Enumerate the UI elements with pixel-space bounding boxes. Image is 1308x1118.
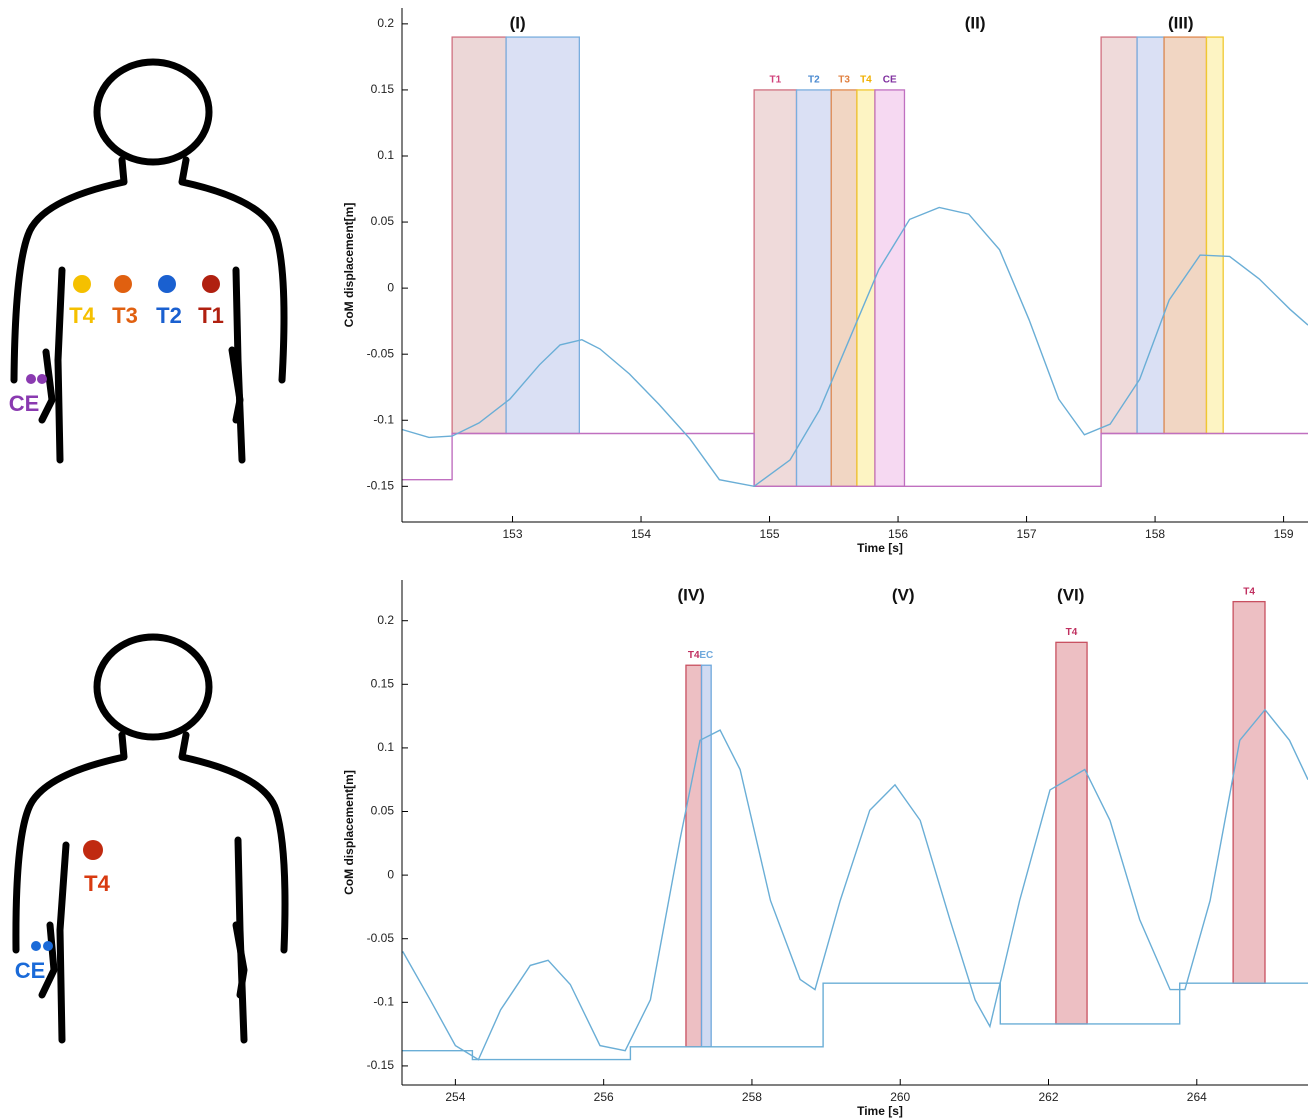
electrode-label: T4 <box>69 303 95 328</box>
y-tick-label: 0.15 <box>371 676 395 690</box>
stimulus-box <box>856 89 876 487</box>
stimulus-box <box>505 36 580 435</box>
y-tick-label: 0.1 <box>377 740 394 754</box>
box-label: CE <box>883 75 897 86</box>
series-line <box>402 708 1308 1061</box>
y-tick-label: -0.15 <box>367 478 395 492</box>
electrode <box>83 840 103 860</box>
y-axis-label: CoM displacement[m] <box>342 770 356 895</box>
electrode-label: T2 <box>156 303 182 328</box>
x-tick-label: 262 <box>1038 1090 1058 1104</box>
annotation: (IV) <box>677 585 704 604</box>
x-tick-label: 260 <box>890 1090 910 1104</box>
stimulus-box <box>753 89 798 487</box>
stimulus-box <box>874 89 906 487</box>
x-tick-label: 156 <box>888 527 908 541</box>
x-axis-label: Time [s] <box>857 541 903 555</box>
y-tick-label: -0.1 <box>373 994 394 1008</box>
stimulus-box <box>451 36 507 435</box>
stimulus-box <box>1232 600 1266 984</box>
y-tick-label: 0.2 <box>377 16 394 30</box>
reference-electrode <box>26 374 36 384</box>
box-label: T3 <box>838 75 850 86</box>
box-label: T4 <box>688 650 700 661</box>
y-tick-label: 0.1 <box>377 148 394 162</box>
stimulus-box <box>1100 36 1138 435</box>
reference-label: CE <box>15 958 46 983</box>
box-label: T2 <box>808 75 820 86</box>
y-axis-label: CoM displacement[m] <box>342 203 356 328</box>
stimulus-box <box>685 664 703 1048</box>
electrode-label: T1 <box>198 303 224 328</box>
electrode <box>73 275 91 293</box>
box-label: EC <box>699 650 713 661</box>
box-label: T4 <box>1243 586 1255 597</box>
y-tick-label: -0.05 <box>367 931 395 945</box>
y-tick-label: -0.05 <box>367 346 395 360</box>
x-tick-label: 154 <box>631 527 651 541</box>
x-tick-label: 264 <box>1187 1090 1207 1104</box>
body-outline <box>12 633 289 1044</box>
annotation: (II) <box>965 13 986 32</box>
chart: T4 ECT4T4-0.15-0.1-0.0500.050.10.150.2254… <box>342 580 1308 1118</box>
x-tick-label: 254 <box>445 1090 465 1104</box>
stimulus-box <box>1055 641 1088 1025</box>
y-tick-label: -0.1 <box>373 412 394 426</box>
electrode-label: T3 <box>112 303 138 328</box>
y-tick-label: -0.15 <box>367 1058 395 1072</box>
chart: T1 T2 T3 T4 CE -0.15 -0.1 -0.05 0 0.05 0.1 0.15 0.2 1… <box>342 8 1308 555</box>
y-tick-label: 0.05 <box>371 804 395 818</box>
annotation: (III) <box>1168 13 1194 32</box>
body-outline <box>10 58 288 464</box>
y-tick-label: 0 <box>387 280 394 294</box>
reference-electrode <box>37 374 47 384</box>
x-tick-label: 153 <box>503 527 523 541</box>
series-line <box>402 982 1308 1061</box>
box-label: T4 <box>1066 627 1078 638</box>
reference-label: CE <box>9 391 40 416</box>
x-tick-label: 256 <box>594 1090 614 1104</box>
y-tick-label: 0.15 <box>371 82 395 96</box>
x-tick-label: 158 <box>1145 527 1165 541</box>
electrode-label: T4 <box>84 871 110 896</box>
box-label: T4 <box>860 75 872 86</box>
stimulus-box <box>830 89 858 487</box>
electrode <box>202 275 220 293</box>
electrode <box>158 275 176 293</box>
y-tick-label: 0 <box>387 867 394 881</box>
x-tick-label: 159 <box>1274 527 1294 541</box>
stimulus-box <box>1163 36 1208 435</box>
y-tick-label: 0.2 <box>377 613 394 627</box>
reference-electrode <box>43 941 53 951</box>
series-line <box>402 432 1308 487</box>
x-tick-label: 155 <box>760 527 780 541</box>
annotation: (VI) <box>1057 585 1084 604</box>
stimulus-box <box>1205 36 1224 435</box>
annotation: (I) <box>510 13 526 32</box>
reference-electrode <box>31 941 41 951</box>
annotation: (V) <box>892 585 915 604</box>
box-label: T1 <box>769 75 781 86</box>
stimulus-box <box>795 89 832 487</box>
y-tick-label: 0.05 <box>371 214 395 228</box>
x-axis-label: Time [s] <box>857 1104 903 1118</box>
x-tick-label: 157 <box>1017 527 1037 541</box>
x-tick-label: 258 <box>742 1090 762 1104</box>
electrode <box>114 275 132 293</box>
series-line <box>401 206 1308 488</box>
stimulus-box <box>1136 36 1165 435</box>
stimulus-box <box>700 664 712 1048</box>
